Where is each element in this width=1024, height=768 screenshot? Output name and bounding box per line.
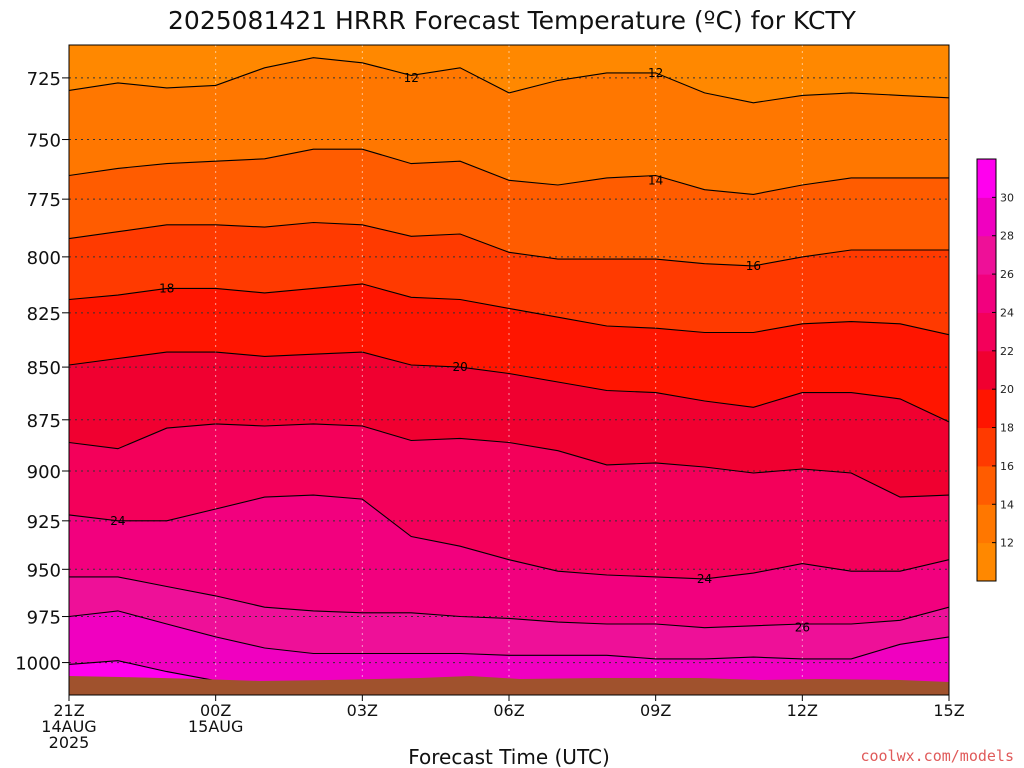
y-tick-label: 950 xyxy=(27,560,61,581)
colorbar-swatch xyxy=(977,542,996,582)
y-tick-label: 900 xyxy=(27,462,61,483)
x-tick-label: 12Z xyxy=(787,701,818,720)
y-tick-label: 725 xyxy=(27,69,61,90)
y-tick-label: 825 xyxy=(27,304,61,325)
y-tick-label: 1000 xyxy=(15,654,61,675)
colorbar-swatch xyxy=(977,504,996,544)
colorbar-tick-label: 18 xyxy=(1000,422,1014,435)
colorbar-tick-label: 16 xyxy=(1000,460,1014,473)
terrain-ground-band xyxy=(69,676,949,695)
colorbar-frame xyxy=(976,158,997,582)
colorbar: 12 14 16 18 20 22 24 26 28 30 xyxy=(976,158,1014,582)
isotherm-line xyxy=(69,494,949,580)
colorbar-tick-label: 22 xyxy=(1000,345,1014,358)
isotherm-label: 24 xyxy=(697,572,712,586)
colorbar-tick-label: 24 xyxy=(1000,306,1014,319)
y-axis: 725 750 775 800 825 850 875 900 925 950 975 1000 xyxy=(15,69,69,675)
y-tick-label: 875 xyxy=(27,411,61,432)
isotherm-label: 24 xyxy=(110,514,125,528)
colorbar-swatch xyxy=(977,312,996,352)
isotherm-line xyxy=(69,148,949,195)
y-tick-label: 850 xyxy=(27,358,61,379)
colorbar-swatch xyxy=(977,274,996,313)
x-tick-label: 09Z xyxy=(640,701,671,720)
isotherm-label: 26 xyxy=(795,621,810,635)
isotherm-label: 18 xyxy=(159,281,174,295)
isotherm-lines xyxy=(69,57,949,689)
y-tick-label: 975 xyxy=(27,608,61,629)
colorbar-tick-label: 30 xyxy=(1000,191,1014,204)
credit-link[interactable]: coolwx.com/models xyxy=(860,747,1014,765)
isotherm-label: 16 xyxy=(746,259,761,273)
colorbar-swatch xyxy=(977,465,996,505)
temperature-fill-bands xyxy=(69,45,949,695)
isotherm-label: 14 xyxy=(648,173,663,187)
y-tick-label: 750 xyxy=(27,131,61,152)
isotherm-line xyxy=(69,221,949,267)
isotherm-label: 12 xyxy=(404,71,419,85)
isotherm-label: 20 xyxy=(452,360,467,374)
isotherm-line xyxy=(69,610,949,660)
colorbar-tick-label: 12 xyxy=(1000,537,1014,550)
x-tick-label: 00Z xyxy=(200,701,231,720)
colorbar-tick-label: 26 xyxy=(1000,268,1014,281)
isotherm-label: 12 xyxy=(648,66,663,80)
x-tick-label: 15AUG xyxy=(188,717,243,736)
x-axis-label: Forecast Time (UTC) xyxy=(408,745,610,768)
colorbar-swatch xyxy=(977,235,996,275)
colorbar-tick-label: 20 xyxy=(1000,383,1014,396)
x-tick-label: 06Z xyxy=(493,701,524,720)
chart-title: 2025081421 HRRR Forecast Temperature (ºC… xyxy=(168,6,857,35)
x-tick-label: 15Z xyxy=(933,701,964,720)
colorbar-swatch xyxy=(977,389,996,429)
colorbar-tick-label: 28 xyxy=(1000,230,1014,243)
isotherm-line xyxy=(69,351,949,423)
isotherm-line xyxy=(69,283,949,336)
isotherm-line xyxy=(69,57,949,104)
colorbar-swatch xyxy=(977,159,996,198)
x-tick-label: 14AUG xyxy=(41,717,96,736)
fill-band xyxy=(69,610,949,695)
isotherm-line xyxy=(69,423,949,498)
y-tick-label: 800 xyxy=(27,248,61,269)
isotherm-labels: 12 12 14 16 18 20 24 24 26 xyxy=(110,66,810,635)
isotherm-line xyxy=(69,576,949,629)
x-tick-label: 2025 xyxy=(49,733,90,752)
colorbar-swatch xyxy=(977,427,996,467)
y-tick-label: 775 xyxy=(27,190,61,211)
colorbar-swatch xyxy=(977,197,996,237)
y-tick-label: 925 xyxy=(27,512,61,533)
x-tick-label: 03Z xyxy=(347,701,378,720)
x-tick-label: 21Z xyxy=(53,701,84,720)
colorbar-swatch xyxy=(977,350,996,390)
colorbar-tick-label: 14 xyxy=(1000,498,1014,511)
